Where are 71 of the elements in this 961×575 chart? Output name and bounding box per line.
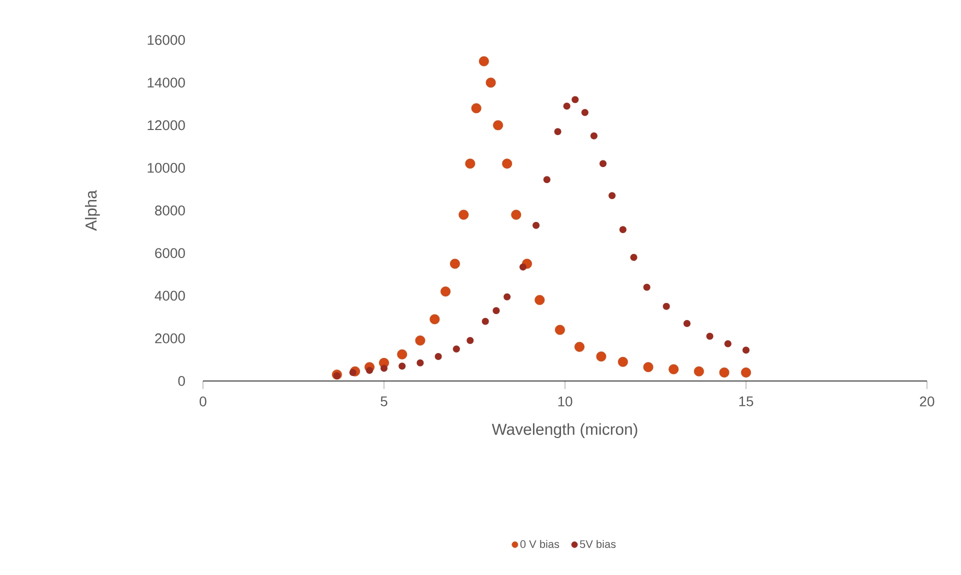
point [742, 346, 750, 354]
point [534, 295, 545, 306]
point [458, 210, 469, 220]
point [643, 362, 654, 372]
point [349, 368, 356, 376]
point [532, 222, 540, 229]
point [684, 320, 690, 327]
point [511, 210, 522, 220]
x-axis-title: Wavelength (micron) [492, 423, 638, 438]
x-tick-label: 5 [380, 396, 388, 406]
point [434, 352, 442, 360]
point [465, 158, 476, 169]
point [572, 96, 579, 104]
point [668, 364, 679, 374]
x-tick-label: 20 [920, 396, 934, 406]
point [440, 286, 451, 296]
point [398, 362, 406, 370]
y-tick-label: 4000 [154, 290, 185, 301]
point [706, 332, 714, 340]
y-tick-label: 0 [178, 376, 185, 386]
point [504, 293, 511, 300]
point [554, 324, 565, 335]
point [724, 340, 732, 348]
x-tick-label: 10 [558, 396, 572, 406]
x-tick-label: 15 [739, 396, 754, 406]
point [600, 160, 607, 168]
point [366, 366, 374, 374]
point [543, 176, 550, 184]
point [581, 108, 588, 116]
point [596, 351, 606, 362]
legend-label: 5V bias [580, 540, 616, 548]
point [590, 132, 598, 140]
point [466, 337, 474, 344]
point [492, 307, 500, 314]
point [478, 56, 489, 66]
point [619, 226, 626, 234]
point [380, 364, 388, 372]
point [630, 254, 638, 261]
point [719, 367, 730, 378]
point [416, 359, 424, 366]
point [486, 78, 496, 88]
point [471, 103, 482, 114]
x-tick-label: 0 [200, 396, 206, 406]
y-tick-label: 10000 [148, 162, 185, 173]
point [482, 318, 489, 325]
point [415, 336, 426, 346]
point [608, 192, 616, 200]
y-tick-label: 14000 [148, 78, 185, 88]
y-tick-label: 2000 [155, 333, 185, 344]
point [397, 349, 408, 360]
point [662, 302, 670, 310]
y-tick-label: 16000 [148, 35, 185, 45]
point [574, 342, 584, 352]
point [333, 372, 340, 380]
point [643, 284, 650, 291]
point [493, 120, 504, 130]
point [430, 314, 440, 324]
point [554, 128, 562, 136]
y-tick-label: 12000 [148, 120, 185, 130]
point [520, 263, 527, 270]
y-tick-label: 6000 [155, 248, 185, 258]
point [694, 366, 704, 376]
point [502, 158, 512, 169]
legend-label: 0 V bias [520, 540, 560, 548]
y-tick-label: 8000 [155, 206, 185, 216]
point [450, 258, 460, 269]
point [618, 356, 628, 367]
y-axis-title: Alpha [85, 190, 100, 231]
point [452, 346, 460, 353]
point [741, 367, 752, 378]
point [563, 102, 570, 110]
